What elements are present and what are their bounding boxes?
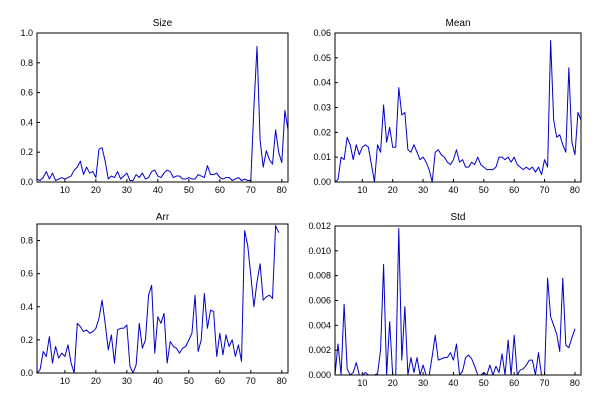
- x-tick-label: 10: [357, 378, 367, 388]
- y-tick-label: 0.05: [313, 53, 331, 63]
- panel-title: Arr: [156, 212, 170, 223]
- y-tick-label: 0.4: [20, 302, 33, 312]
- y-tick-label: 0.02: [313, 127, 331, 137]
- x-tick-label: 40: [153, 185, 163, 195]
- x-tick-label: 60: [215, 376, 225, 386]
- y-tick-label: 0.000: [308, 370, 331, 380]
- x-tick-label: 70: [246, 185, 256, 195]
- x-tick-label: 20: [91, 376, 101, 386]
- series-line: [334, 227, 576, 376]
- y-tick-label: 0.01: [313, 152, 331, 162]
- panel-arr: Arr 10 20 30 40 50 60 70 80 0.0 0.2 0.4 0.6 0.8: [20, 212, 289, 386]
- x-tick-label: 80: [570, 185, 580, 195]
- x-tick-label: 70: [246, 376, 256, 386]
- x-tick-label: 30: [418, 185, 428, 195]
- y-tick-label: 0.2: [20, 335, 33, 345]
- x-tick-label: 60: [509, 185, 519, 195]
- y-tick-label: 0.002: [308, 345, 331, 355]
- y-tick-label: 0.4: [20, 117, 33, 127]
- x-tick-label: 60: [509, 378, 519, 388]
- plot-frame: [334, 225, 582, 376]
- x-tick-label: 80: [277, 376, 287, 386]
- x-tick-label: 80: [277, 185, 287, 195]
- y-tick-label: 0.010: [308, 246, 331, 256]
- x-tick-label: 40: [448, 378, 458, 388]
- x-tick-label: 70: [540, 378, 550, 388]
- x-tick-label: 40: [153, 376, 163, 386]
- panel-size: Size 10 20 30 40 50 60 70 80 0.0 0.2 0.4 0.6 0.8 1.0: [20, 18, 289, 195]
- y-tick-label: 0.2: [20, 147, 33, 157]
- x-tick-label: 10: [60, 376, 70, 386]
- panel-std: Std 10 20 30 40 50 60 70 80 0.000 0.002 0.004 0.006…: [308, 212, 582, 388]
- x-tick-label: 50: [479, 185, 489, 195]
- panel-title: Std: [450, 212, 465, 223]
- x-tick-label: 80: [570, 378, 580, 388]
- y-tick-label: 0.00: [313, 177, 331, 187]
- x-tick-label: 30: [122, 185, 132, 195]
- series-line: [36, 45, 289, 182]
- x-tick-label: 50: [184, 185, 194, 195]
- x-tick-label: 10: [357, 185, 367, 195]
- y-tick-label: 1.0: [20, 28, 33, 38]
- series-line: [334, 39, 582, 183]
- y-tick-label: 0.04: [313, 78, 331, 88]
- y-tick-label: 0.6: [20, 269, 33, 279]
- x-tick-label: 30: [418, 378, 428, 388]
- panel-title: Size: [153, 18, 173, 29]
- y-tick-label: 0.8: [20, 236, 33, 246]
- y-tick-label: 0.012: [308, 221, 331, 231]
- panel-mean: Mean 10 20 30 40 50 60 70 80 0.00 0.01 0.02 0.03 0.0…: [313, 18, 582, 195]
- y-tick-label: 0.008: [308, 271, 331, 281]
- y-tick-label: 0.0: [20, 177, 33, 187]
- y-tick-label: 0.6: [20, 88, 33, 98]
- x-tick-label: 70: [540, 185, 550, 195]
- y-tick-label: 0.0: [20, 368, 33, 378]
- x-tick-label: 40: [448, 185, 458, 195]
- y-tick-label: 0.006: [308, 296, 331, 306]
- x-tick-label: 60: [215, 185, 225, 195]
- x-tick-label: 50: [479, 378, 489, 388]
- x-tick-label: 10: [60, 185, 70, 195]
- x-tick-label: 20: [388, 378, 398, 388]
- plot-frame: [36, 32, 289, 183]
- x-tick-label: 20: [91, 185, 101, 195]
- y-tick-label: 0.8: [20, 58, 33, 68]
- series-line: [36, 225, 280, 374]
- panel-title: Mean: [445, 18, 470, 29]
- x-tick-label: 20: [388, 185, 398, 195]
- y-tick-label: 0.004: [308, 320, 331, 330]
- x-tick-label: 30: [122, 376, 132, 386]
- y-tick-label: 0.06: [313, 28, 331, 38]
- plot-frame: [36, 223, 289, 374]
- y-tick-label: 0.03: [313, 103, 331, 113]
- x-tick-label: 50: [184, 376, 194, 386]
